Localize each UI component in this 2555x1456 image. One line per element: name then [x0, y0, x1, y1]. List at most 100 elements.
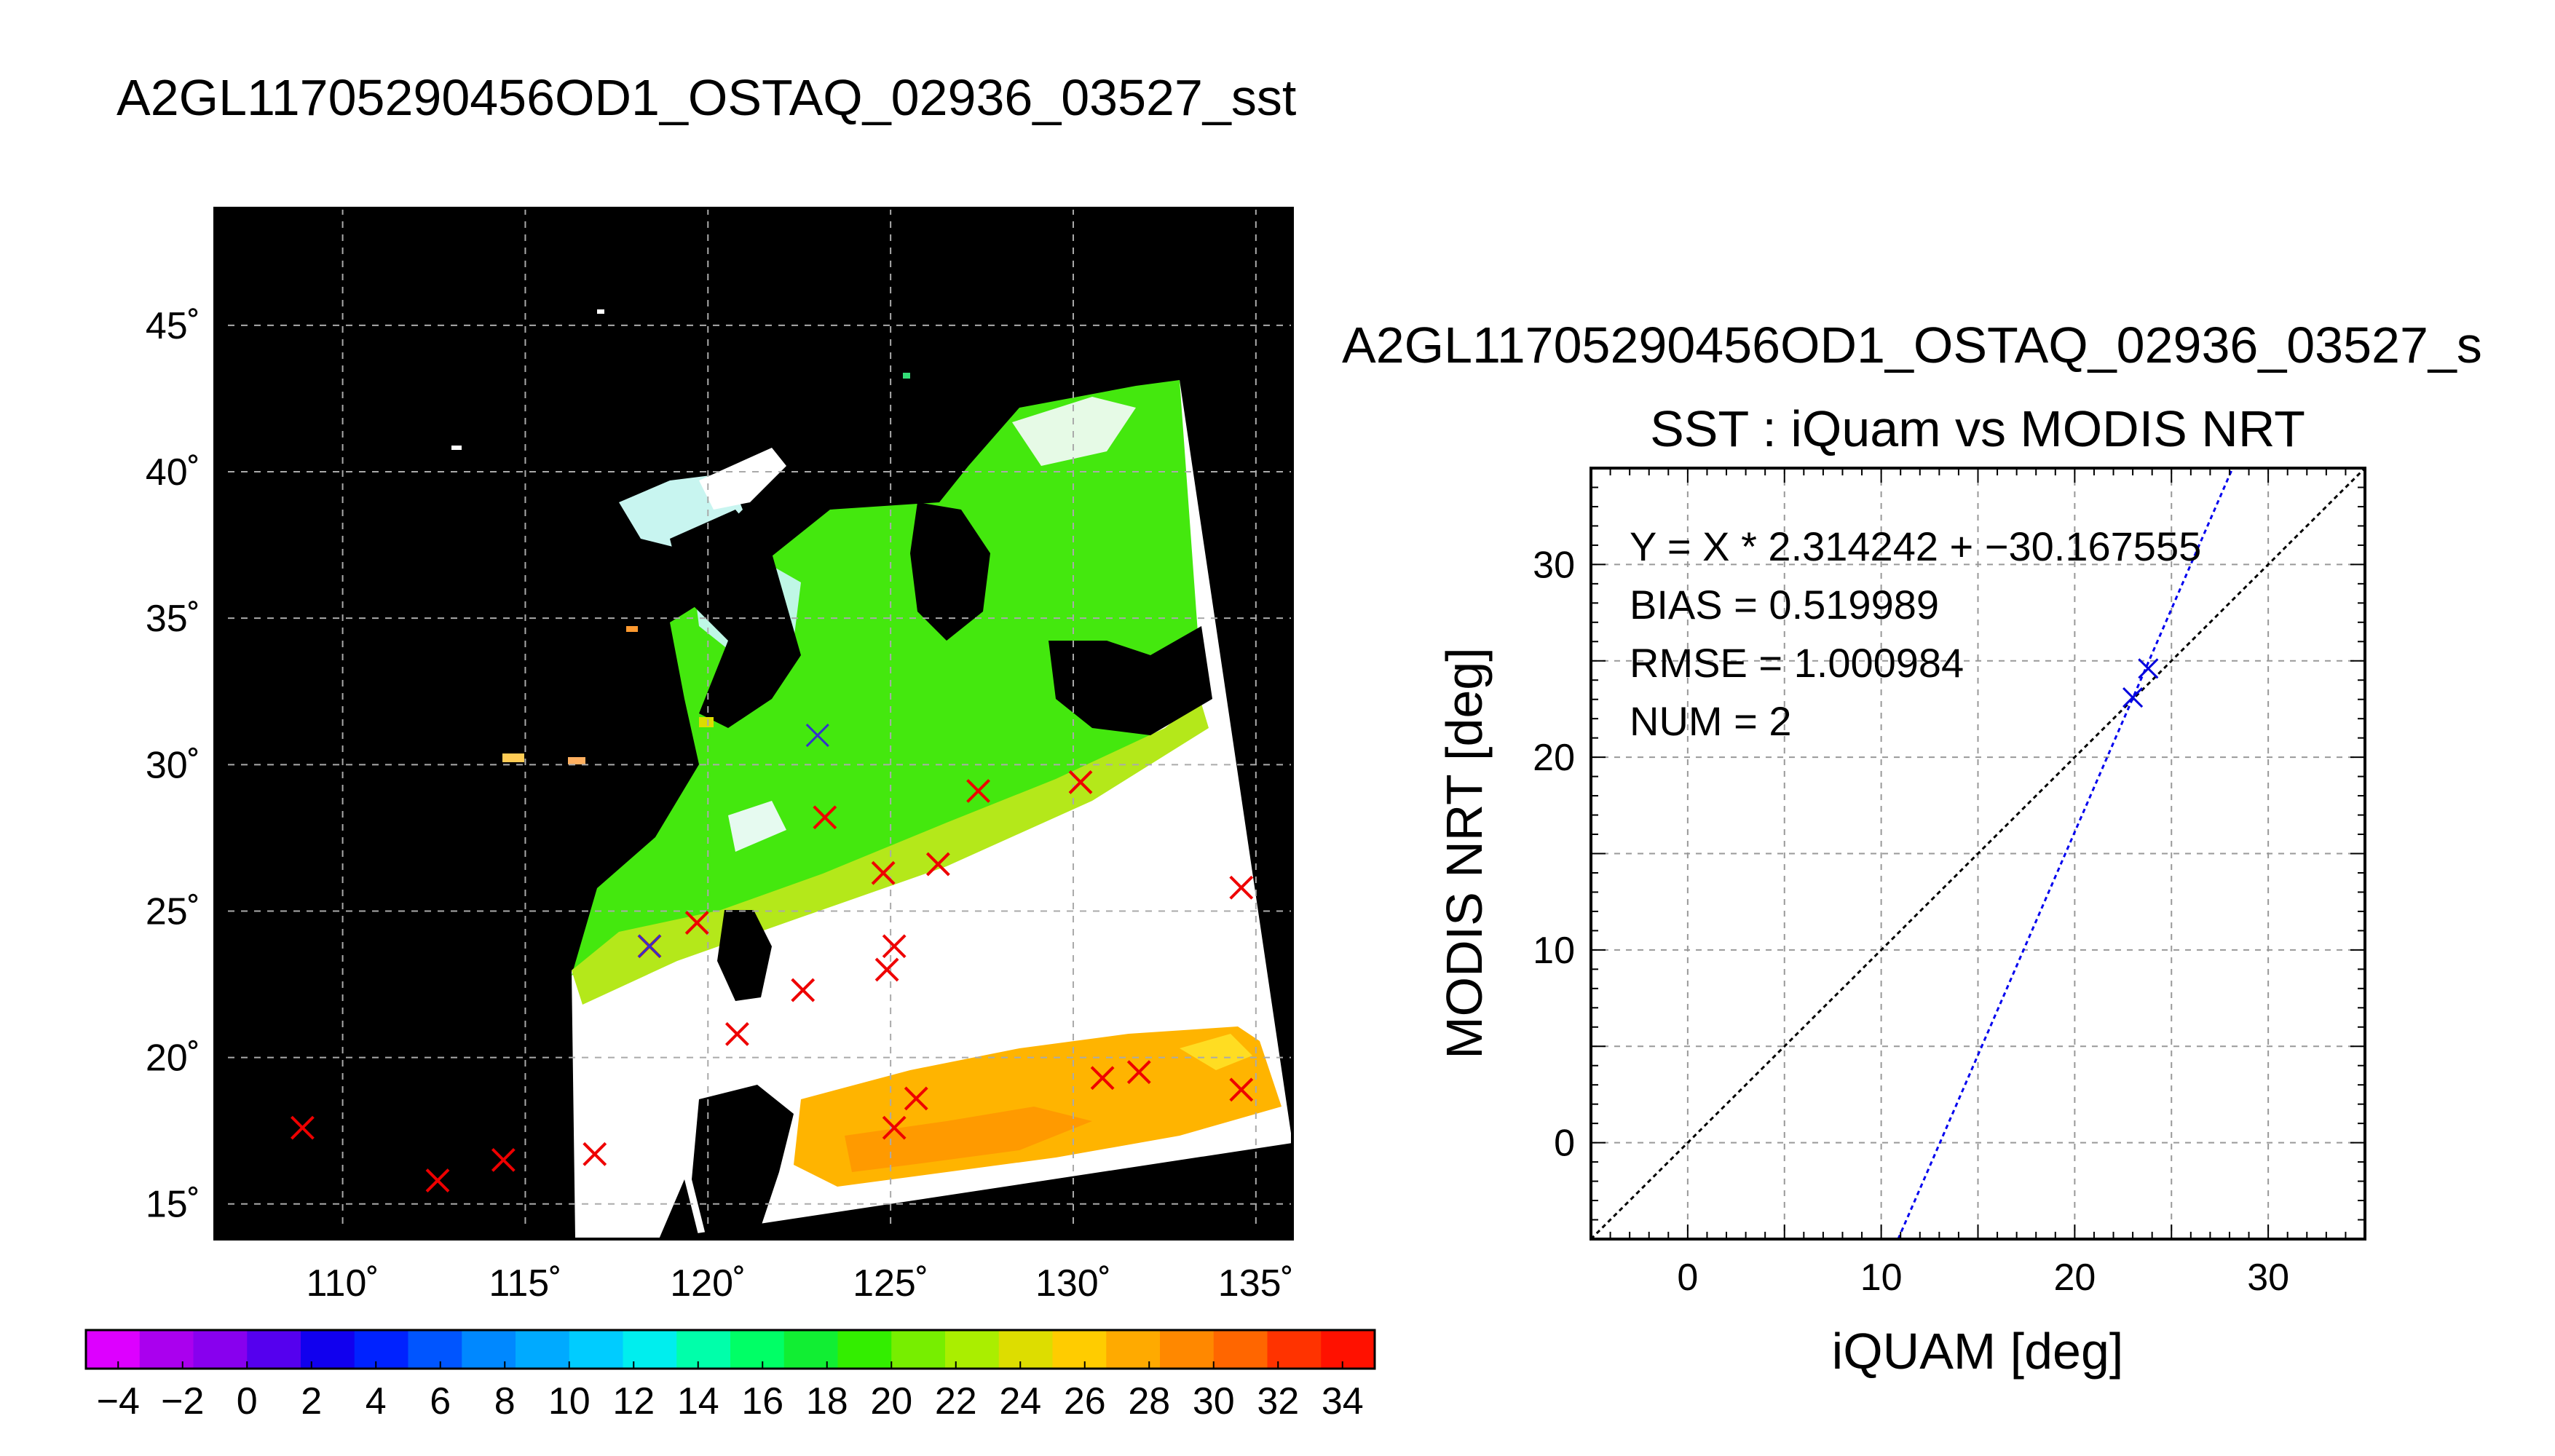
- map-tick-label-lat-40: 40˚: [146, 451, 200, 494]
- colorbar-segment-11: [676, 1330, 731, 1369]
- map-buoy-red-20: [1229, 1077, 1254, 1102]
- colorbar-segment-6: [408, 1330, 462, 1369]
- colorbar-tick-label-1: −2: [161, 1380, 204, 1423]
- inland-pixel-7: [597, 309, 604, 314]
- colorbar-segment-18: [1052, 1330, 1107, 1369]
- map-buoy-red-9-stroke-b: [871, 860, 896, 885]
- colorbar-segment-23: [1321, 1330, 1375, 1369]
- land-korea: [910, 502, 990, 641]
- map-tick-label-lon-135: 135˚: [1218, 1262, 1294, 1305]
- colorbar-tick-label-6: 8: [494, 1380, 516, 1423]
- map-buoy-red-8-stroke-b: [813, 805, 837, 830]
- scatter-y-tick-label-30: 30: [1533, 544, 1575, 586]
- scatter-y-axis-label: MODIS NRT [deg]: [1436, 647, 1493, 1059]
- colorbar-tick-label-16: 28: [1128, 1380, 1170, 1423]
- map-buoy-red-13-stroke-b: [904, 1086, 928, 1111]
- stats-fit-equation: Y = X * 2.314242 + −30.167555: [1630, 523, 2201, 569]
- map-tick-label-lon-110: 110˚: [306, 1262, 379, 1305]
- colorbar-segment-20: [1160, 1330, 1215, 1369]
- colorbar-segment-10: [623, 1330, 677, 1369]
- cloud-patch-1: [699, 448, 786, 510]
- scatter-x-tick-label-30: 30: [2247, 1257, 2289, 1299]
- map-buoy-red-6-stroke-b: [725, 1021, 749, 1046]
- colorbar-segment-4: [301, 1330, 355, 1369]
- colorbar-tick-label-8: 12: [612, 1380, 655, 1423]
- map-tick-label-lon-130: 130˚: [1035, 1262, 1111, 1305]
- scatter-x-tick-label-20: 20: [2053, 1257, 2096, 1299]
- map-frame: [213, 207, 1294, 1241]
- map-tick-label-lon-115: 115˚: [489, 1262, 561, 1305]
- colorbar-segment-15: [891, 1330, 946, 1369]
- colorbar-tick-label-0: −4: [97, 1380, 140, 1423]
- map-buoy-red-5: [684, 911, 709, 935]
- colorbar-tick-label-13: 22: [935, 1380, 977, 1423]
- scatter-y-tick-label-10: 10: [1533, 930, 1575, 972]
- inland-pixel-6: [451, 446, 462, 450]
- map-tick-label-lat-25: 25˚: [146, 890, 200, 933]
- map-buoy-red-1-stroke-b: [425, 1168, 450, 1192]
- colorbar-tick-label-15: 26: [1064, 1380, 1106, 1423]
- colorbar-tick-label-2: 0: [237, 1380, 258, 1423]
- colorbar-tick-label-17: 30: [1193, 1380, 1235, 1423]
- inland-pixel-2: [568, 757, 585, 764]
- colorbar-segment-16: [945, 1330, 1000, 1369]
- colorbar-segment-22: [1267, 1330, 1322, 1369]
- map-buoy-red-0-stroke-b: [290, 1115, 315, 1140]
- colorbar-segment-7: [462, 1330, 516, 1369]
- scatter-header: A2GL11705290456OD1_OSTAQ_02936_03527_s: [1342, 317, 2482, 373]
- scatter-plot: 0 0 10 10 20 20 30 30: [1533, 467, 2366, 1299]
- map-buoy-red-17-stroke-b: [1090, 1066, 1115, 1091]
- sst-colorbar: −4 −2 0 2 4 6 8 10 12 14 16 18 20 22 24 26 28 30 32 34: [84, 1329, 1376, 1423]
- colorbar-segment-12: [730, 1330, 785, 1369]
- scatter-point-0: [2122, 687, 2144, 708]
- sst-field-yellow: [1180, 1034, 1252, 1070]
- map-buoy-red-18-stroke-b: [1126, 1060, 1151, 1085]
- colorbar-segment-5: [354, 1330, 409, 1369]
- scatter-one-to-one-line: [1591, 468, 2365, 1239]
- colorbar-tick-label-19: 34: [1322, 1380, 1364, 1423]
- map-buoy-red-18: [1126, 1060, 1151, 1085]
- scatter-point-0-stroke-b: [2122, 687, 2144, 708]
- colorbar-tick-label-14: 24: [999, 1380, 1041, 1423]
- map-buoy-red-11: [882, 934, 907, 959]
- map-buoy-markers: [290, 724, 1254, 1192]
- main-title: A2GL11705290456OD1_OSTAQ_02936_03527_sst: [117, 69, 1296, 126]
- map-tick-label-lat-45: 45˚: [146, 305, 200, 347]
- scatter-y-tick-label-0: 0: [1554, 1123, 1575, 1165]
- scatter-title: SST : iQuam vs MODIS NRT: [1650, 400, 2305, 457]
- scatter-lines: [1591, 468, 2365, 1239]
- land-shandong-jiangsu: [670, 510, 801, 728]
- map-swath: [572, 380, 1292, 1239]
- map-buoy-red-15-stroke-b: [966, 779, 990, 803]
- colorbar-segment-3: [247, 1330, 301, 1369]
- colorbar-segment-1: [139, 1330, 194, 1369]
- map-buoy-red-13: [904, 1086, 928, 1111]
- map-buoy-red-10-stroke-b: [874, 957, 899, 982]
- map-buoy-red-7-stroke-b: [791, 978, 816, 1002]
- colorbar-frame: [84, 1329, 1376, 1370]
- map-buoy-red-20-stroke-b: [1229, 1077, 1254, 1102]
- colorbar-segment-17: [998, 1330, 1054, 1369]
- map-buoy-red-9: [871, 860, 896, 885]
- colorbar-segment-2: [193, 1330, 248, 1369]
- map-buoy-blue-0: [805, 724, 829, 748]
- map-tick-labels: 110˚ 115˚ 120˚ 125˚ 130˚ 135˚ 15˚ 20˚ 25˚ 30˚ 35˚ 4…: [146, 305, 1294, 1305]
- map-buoy-red-8: [813, 805, 837, 830]
- land-hainan: [692, 1085, 794, 1238]
- colorbar-tick-label-9: 14: [677, 1380, 719, 1423]
- stats-rmse: RMSE = 1.000984: [1630, 640, 1964, 686]
- map-buoy-red-16: [1068, 770, 1093, 794]
- colorbar-segment-13: [783, 1330, 839, 1369]
- map-buoy-red-3: [583, 1142, 607, 1166]
- colorbar-tick-label-7: 10: [548, 1380, 591, 1423]
- map-buoy-blue-0-stroke-b: [805, 724, 829, 748]
- sst-field-green: [572, 380, 1200, 976]
- stats-num: NUM = 2: [1630, 698, 1792, 744]
- map-gridlines: [215, 208, 1292, 1239]
- map-tick-label-lat-30: 30˚: [146, 744, 200, 786]
- cloud-patch-3: [728, 801, 786, 852]
- colorbar-tick-label-18: 32: [1257, 1380, 1299, 1423]
- colorbar-segment-21: [1213, 1330, 1268, 1369]
- map-buoy-red-12: [882, 1115, 907, 1140]
